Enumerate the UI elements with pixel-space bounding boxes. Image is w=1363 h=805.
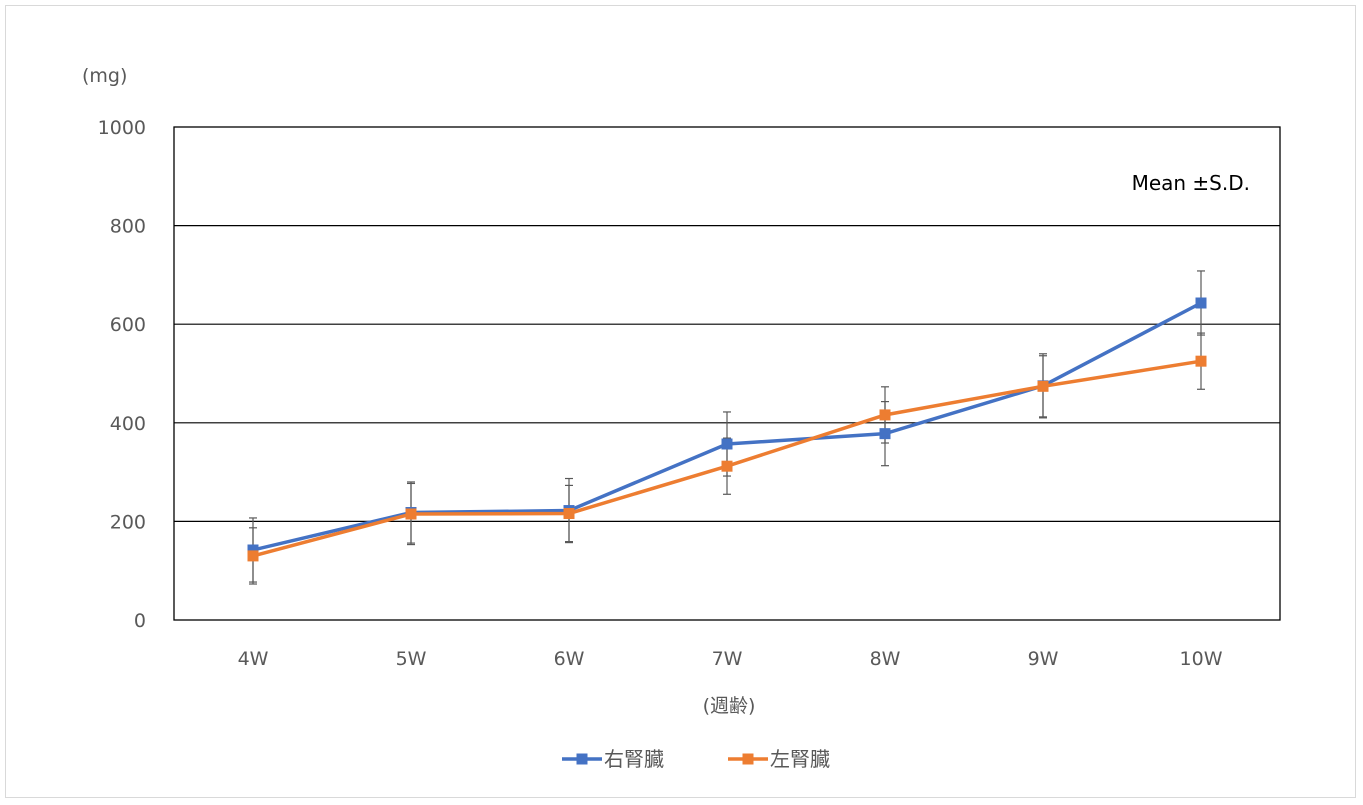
data-point-marker	[879, 409, 891, 421]
gridlines	[174, 225, 1280, 523]
x-axis-tick-labels: 4W 5W 6W 7W 8W 9W 10W	[238, 648, 1223, 670]
y-tick-label: 0	[134, 610, 146, 632]
mean-sd-annotation: Mean ±S.D.	[1132, 171, 1250, 195]
y-tick-label: 400	[110, 413, 146, 435]
data-point-marker	[1195, 297, 1207, 309]
data-point-marker	[247, 544, 259, 556]
data-point-marker	[405, 508, 417, 520]
x-tick-label: 7W	[712, 648, 743, 670]
x-tick-label: 8W	[870, 648, 901, 670]
y-axis-tick-labels: 0 200 400 600 800 1000	[98, 117, 146, 632]
data-point-marker	[879, 428, 891, 440]
legend-label: 左腎臓	[770, 747, 830, 771]
legend-label: 右腎臓	[604, 747, 664, 771]
data-point-marker	[1195, 355, 1207, 367]
y-tick-label: 600	[110, 314, 146, 336]
y-axis-title: (mg)	[82, 65, 127, 87]
legend-swatch-marker	[576, 753, 588, 765]
chart-area: 0 200 400 600 800 1000 4W 5W 6W 7W 8W 9W 10W (mg) (…	[5, 5, 1356, 798]
x-tick-label: 10W	[1180, 648, 1223, 670]
error-bars	[249, 270, 1205, 585]
x-tick-label: 9W	[1028, 648, 1059, 670]
y-tick-label: 1000	[98, 117, 146, 139]
data-point-marker	[563, 508, 575, 520]
x-tick-label: 4W	[238, 648, 269, 670]
data-point-marker	[721, 460, 733, 472]
y-tick-label: 800	[110, 216, 146, 238]
data-point-marker	[1037, 380, 1049, 392]
line-chart: 0 200 400 600 800 1000 4W 5W 6W 7W 8W 9W 10W (mg) (…	[82, 65, 1281, 771]
data-point-marker	[247, 550, 259, 562]
y-tick-label: 200	[110, 511, 146, 533]
data-markers	[247, 297, 1207, 562]
legend: 右腎臓 左腎臓	[562, 747, 830, 771]
plot-area-border	[173, 126, 1281, 621]
x-axis-title: (週齢)	[703, 695, 756, 717]
x-tick-label: 5W	[396, 648, 427, 670]
legend-swatch-marker	[742, 753, 754, 765]
data-point-marker	[721, 438, 733, 450]
x-tick-label: 6W	[554, 648, 585, 670]
